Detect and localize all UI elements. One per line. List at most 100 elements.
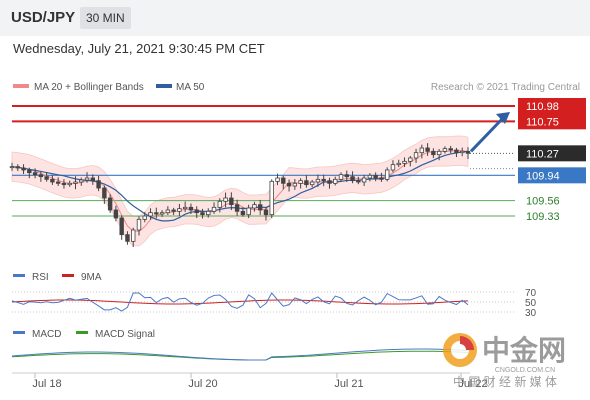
candle-body [338,174,344,180]
level-tag-110-27 [518,145,586,162]
candles [9,143,471,248]
candle-body [333,178,338,184]
candle-body [361,177,367,183]
candle-body [38,174,44,178]
candle-body [269,180,274,216]
candle-body [223,197,228,202]
level-label-110-98: 110.98 [526,101,559,113]
candle-body [136,218,142,231]
candle-body [21,167,26,171]
candle-body [454,149,459,154]
candle-body [304,180,309,186]
candle-body [27,169,32,174]
candle-body [373,174,378,179]
candle-body [286,182,292,187]
candle-body [44,176,49,180]
level-label-109-33: 109.33 [526,211,560,223]
candle-body [258,204,263,211]
candle-body [50,178,55,183]
ma20-legend-swatch [13,84,29,88]
x-tick-label: Jul 21 [334,378,363,390]
candle-body [142,215,147,220]
candle-body [315,178,321,183]
candle-body [148,212,153,217]
candle-body [154,212,159,215]
candle-body [182,206,188,210]
macd-legend-label: MACD [32,329,61,340]
level-tag-110-98 [518,98,586,114]
candle-body [200,212,205,216]
rsi-ma-line [11,299,469,305]
bollinger-band-area [11,135,469,247]
x-tick-label: Jul 18 [32,378,61,390]
watermark-url: CNGOLD.COM.CN [495,367,555,374]
candle-body [419,147,425,154]
candle-body [442,148,448,152]
candle-body [436,150,442,156]
chart-header-bar: USD/JPY 30 MIN [0,0,590,36]
candle-body [240,210,246,216]
candle-body [356,180,361,183]
candle-body [246,207,251,216]
candle-body [321,178,326,182]
candle-body [408,157,413,162]
candle-body [327,180,332,184]
macd-signal-legend-label: MACD Signal [95,329,155,340]
forecast-arrow-shaft [469,115,506,153]
candle-body [217,200,222,208]
price-levels [12,105,515,217]
candle-body [229,197,234,206]
candle-body [119,217,124,236]
candle-body [413,152,419,159]
candle-body [275,177,280,182]
candle-body [465,150,471,154]
chart-datetime: Wednesday, July 21, 2021 9:30:45 PM CET [13,41,265,56]
candle-body [107,197,113,211]
candle-body [206,210,211,216]
x-tick-label: Jul 22 [458,378,487,390]
macd-panel [11,348,469,361]
candle-body [194,209,199,214]
candle-body [350,176,355,182]
macd-legend-swatch [13,331,25,334]
candle-body [125,234,130,242]
candle-body [32,172,38,176]
watermark-tagline: 中 国 财 经 新 媒 体 [453,374,557,389]
candle-body [84,177,90,181]
candle-body [292,182,298,187]
x-axis-ticks: Jul 18 Jul 20 Jul 21 Jul 22 [32,373,488,390]
level-labels: 110.98 110.75 110.27 109.94 109.56 109.33 [518,98,586,223]
symbol-title: USD/JPY [11,9,76,26]
rsi-ma-legend-swatch [62,274,74,277]
ma50-legend-label: MA 50 [176,82,205,93]
rsi-tick-label: 30 [525,308,537,319]
level-label-110-75: 110.75 [526,116,559,128]
candle-body [252,204,257,209]
rsi-line [11,292,469,312]
candle-body [344,174,349,178]
candle-body [402,160,407,164]
rsi-tick-label: 50 [525,298,537,309]
macd-signal-legend-swatch [76,331,88,334]
candle-body [61,182,67,186]
interval-button[interactable]: 30 MIN [80,7,131,29]
rsi-legend-swatch [13,274,25,277]
candle-body [448,148,453,151]
candle-body [165,209,171,214]
ma20-legend-label: MA 20 + Bollinger Bands [34,82,144,93]
candle-body [281,177,286,184]
candle-body [384,169,390,180]
candle-body [171,209,176,212]
candle-body [390,164,396,171]
candle-body [131,229,136,242]
level-tag-110-75 [518,113,586,130]
candle-body [79,179,84,183]
bollinger-band [11,135,469,247]
rsi-ma-legend-label: 9MA [81,272,102,283]
candle-body [67,182,72,186]
moving-averages [11,150,469,232]
candle-body [15,166,20,169]
candle-body [9,166,15,169]
candle-body [211,206,217,212]
